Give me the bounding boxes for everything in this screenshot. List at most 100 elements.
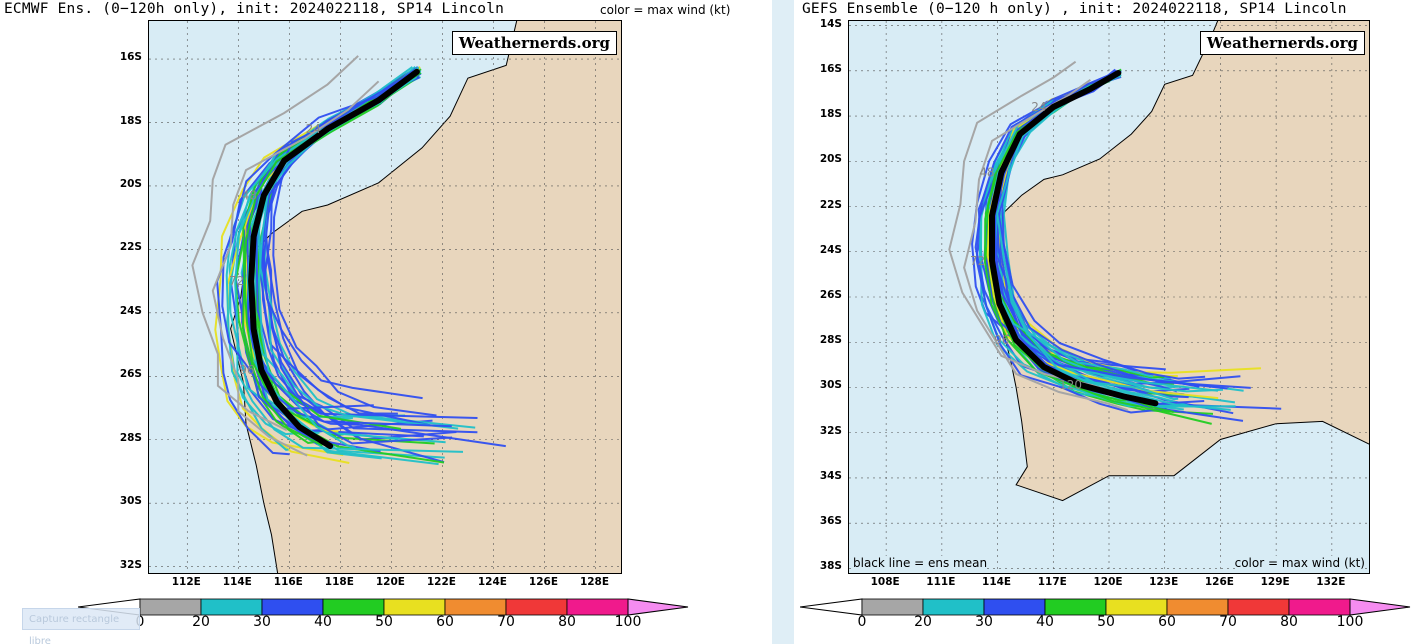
right-lat-tick-label: 26S <box>819 289 842 301</box>
right-lon-tick-label: 108E <box>870 576 900 588</box>
colorbar-swatch <box>983 598 1046 616</box>
right-lon-tick-label: 123E <box>1149 576 1179 588</box>
right-lat-tick-label: 28S <box>819 334 842 347</box>
colorbar-tick-label: 70 <box>497 614 515 630</box>
colorbar-tick-label: 80 <box>558 614 576 630</box>
left-lon-tick-label: 128E <box>579 576 610 588</box>
gefs-colorbar <box>799 596 1420 622</box>
right-lon-tick-label: 120E <box>1093 576 1123 588</box>
colorbar-tick-label: 40 <box>1036 614 1054 630</box>
colorbar-tick-label: 20 <box>192 614 210 630</box>
colorbar-tick-label: 80 <box>1280 614 1298 630</box>
left-hour-annotation: 96 <box>239 363 254 377</box>
gefs-title: GEFS Ensemble (0−120 h only) , init: 202… <box>802 1 1347 17</box>
colorbar-swatch <box>505 598 568 616</box>
right-lat-tick-label: 18S <box>819 108 842 121</box>
colorbar-tick-label: 60 <box>436 614 454 630</box>
left-lat-tick-label: 20S <box>119 177 142 190</box>
right-lat-tick-label: 14S <box>819 17 842 30</box>
colorbar-tick-label: 70 <box>1219 614 1237 630</box>
colorbar-swatch <box>444 598 507 616</box>
right-lat-tick-label: 38S <box>819 560 842 573</box>
right-ensemble-track <box>974 69 1228 390</box>
colorbar-swatch <box>1227 598 1290 616</box>
left-ensemble-track-weak <box>211 80 380 457</box>
left-hour-annotation: 24 <box>306 122 321 136</box>
colorbar-swatch <box>1105 598 1168 616</box>
left-hour-annotation: 72 <box>229 274 244 288</box>
right-ensemble-track-weak <box>963 78 1128 412</box>
left-lon-tick-label: 112E <box>171 576 201 588</box>
colorbar-swatch <box>566 598 629 616</box>
right-lat-tick-label: 34S <box>819 469 842 482</box>
colorbar-swatch <box>383 598 446 616</box>
colorbar-tick-label: 30 <box>253 614 271 630</box>
left-lon-tick-label: 118E <box>324 576 354 588</box>
left-ensemble-track <box>221 68 417 410</box>
gefs-color-note: color = max wind (kt) <box>1234 556 1365 570</box>
right-lat-tick-label: 20S <box>819 153 842 166</box>
colorbar-tick-label: 100 <box>614 614 642 630</box>
left-hour-annotation: 48 <box>242 188 257 202</box>
right-hour-annotation: 96 <box>994 333 1009 347</box>
colorbar-tick-label: 40 <box>314 614 332 630</box>
right-lat-tick-label: 24S <box>819 243 842 256</box>
colorbar-swatch <box>1288 598 1351 616</box>
ecmwf-watermark-badge: Weathernerds.org <box>451 31 617 55</box>
capture-rectangle-hint[interactable]: Capture rectangle libre <box>22 608 140 644</box>
right-lat-tick-label: 32S <box>819 424 842 437</box>
gefs-track-plot: 24 48 72 96 120 <box>849 21 1369 573</box>
colorbar-tick-label: 20 <box>914 614 932 630</box>
colorbar-tick-label: 30 <box>975 614 993 630</box>
ecmwf-map: 24 48 72 96 Weathernerds.org <box>148 20 622 574</box>
right-lon-tick-label: 117E <box>1037 576 1067 588</box>
colorbar-tick-label: 0 <box>857 614 867 630</box>
colorbar-swatch <box>200 598 263 616</box>
colorbar-tick-label: 100 <box>1336 614 1364 630</box>
colorbar-tick-label: 50 <box>1097 614 1115 630</box>
left-lat-tick-label: 28S <box>119 431 142 444</box>
left-lon-tick-label: 122E <box>426 576 456 588</box>
gefs-mean-note: black line = ens mean <box>853 556 988 570</box>
right-lat-tick-label: 16S <box>819 62 842 75</box>
left-lat-tick-label: 32S <box>119 558 142 571</box>
colorbar-swatch <box>861 598 924 616</box>
colorbar-swatch <box>1044 598 1107 616</box>
right-land-0 <box>991 21 1369 502</box>
ecmwf-color-note: color = max wind (kt) <box>600 3 731 17</box>
ecmwf-panel: ECMWF Ens. (0−120h only), init: 20240221… <box>0 0 772 644</box>
ecmwf-title: ECMWF Ens. (0−120h only), init: 20240221… <box>4 1 505 17</box>
right-lon-tick-label: 129E <box>1260 576 1290 588</box>
colorbar-under-arrow <box>799 598 863 616</box>
right-hour-annotation: 24 <box>1031 100 1046 114</box>
right-lon-tick-label: 126E <box>1204 576 1234 588</box>
left-lon-tick-label: 116E <box>273 576 303 588</box>
left-ensemble-track-weak <box>191 55 359 432</box>
left-ensemble-mean-track <box>248 68 420 450</box>
right-lon-tick-label: 132E <box>1316 576 1346 588</box>
right-hour-annotation: 48 <box>979 166 994 180</box>
colorbar-over-arrow <box>627 598 689 616</box>
colorbar-over-arrow <box>1349 598 1411 616</box>
right-lat-tick-label: 36S <box>819 515 842 528</box>
left-lat-tick-label: 26S <box>119 368 142 381</box>
left-lat-tick-label: 30S <box>119 495 142 508</box>
gefs-map: 24 48 72 96 120 Weathernerds.org black line … <box>848 20 1370 574</box>
colorbar-tick-label: 50 <box>375 614 393 630</box>
ecmwf-track-plot: 24 48 72 96 <box>149 21 621 573</box>
colorbar-swatch <box>139 598 202 616</box>
left-lon-tick-label: 114E <box>222 576 252 588</box>
gefs-panel: GEFS Ensemble (0−120 h only) , init: 202… <box>794 0 1422 644</box>
colorbar-swatch <box>922 598 985 616</box>
colorbar-tick-label: 60 <box>1158 614 1176 630</box>
left-lon-tick-label: 120E <box>375 576 405 588</box>
left-lat-tick-label: 18S <box>119 114 142 127</box>
right-lon-tick-label: 111E <box>926 576 956 588</box>
capture-hint-label: Capture rectangle libre <box>29 614 120 644</box>
colorbar-swatch <box>261 598 324 616</box>
right-hour-annotation: 120 <box>1059 378 1082 392</box>
right-ensemble-track-weak <box>948 60 1114 393</box>
right-hour-annotation: 72 <box>970 254 985 268</box>
colorbar-swatch <box>322 598 385 616</box>
left-lat-tick-label: 22S <box>119 241 142 254</box>
